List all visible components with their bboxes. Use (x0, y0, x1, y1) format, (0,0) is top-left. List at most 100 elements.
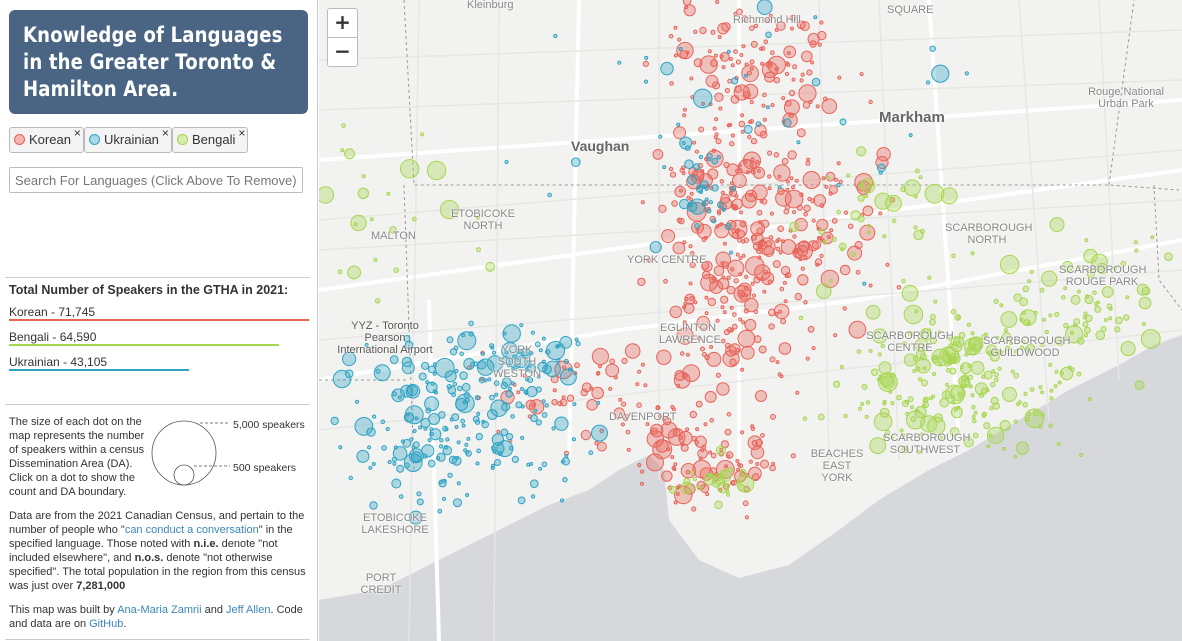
korean-speaker-dot[interactable] (777, 174, 782, 179)
korean-speaker-dot[interactable] (688, 244, 693, 249)
ukrainian-speaker-dot[interactable] (704, 197, 709, 202)
bengali-speaker-dot[interactable] (941, 390, 952, 400)
ukrainian-speaker-dot[interactable] (777, 185, 782, 190)
ukrainian-speaker-dot[interactable] (878, 170, 883, 175)
korean-speaker-dot[interactable] (689, 191, 694, 196)
ukrainian-speaker-dot[interactable] (354, 399, 360, 404)
bengali-speaker-dot[interactable] (1021, 339, 1026, 344)
bengali-speaker-dot[interactable] (1002, 446, 1007, 451)
korean-speaker-dot[interactable] (775, 360, 780, 365)
zoom-in-button[interactable]: + (327, 8, 358, 38)
bengali-speaker-dot[interactable] (927, 275, 932, 280)
korean-speaker-dot[interactable] (729, 305, 734, 310)
korean-speaker-dot[interactable] (847, 245, 863, 261)
korean-speaker-dot[interactable] (749, 66, 754, 71)
korean-speaker-dot[interactable] (652, 439, 673, 460)
bengali-speaker-dot[interactable] (990, 351, 995, 356)
ukrainian-speaker-dot[interactable] (504, 160, 509, 164)
ukrainian-speaker-dot[interactable] (908, 133, 913, 138)
korean-speaker-dot[interactable] (791, 185, 795, 190)
ukrainian-speaker-dot[interactable] (535, 386, 542, 393)
ukrainian-speaker-dot[interactable] (491, 350, 497, 355)
korean-speaker-dot[interactable] (750, 169, 756, 175)
bengali-speaker-dot[interactable] (902, 341, 908, 347)
ukrainian-speaker-dot[interactable] (698, 154, 703, 160)
ukrainian-speaker-dot[interactable] (438, 480, 443, 485)
korean-speaker-dot[interactable] (843, 210, 849, 215)
ukrainian-speaker-dot[interactable] (708, 200, 713, 205)
ukrainian-speaker-dot[interactable] (529, 462, 534, 466)
korean-speaker-dot[interactable] (859, 72, 864, 77)
ukrainian-speaker-dot[interactable] (687, 174, 698, 185)
bengali-speaker-dot[interactable] (896, 394, 902, 401)
korean-speaker-dot[interactable] (715, 251, 732, 268)
korean-speaker-dot[interactable] (765, 18, 771, 23)
korean-speaker-dot[interactable] (645, 422, 650, 427)
bengali-speaker-dot[interactable] (856, 349, 862, 355)
korean-speaker-dot[interactable] (708, 450, 713, 455)
bengali-speaker-dot[interactable] (997, 349, 1003, 355)
korean-speaker-dot[interactable] (774, 28, 779, 32)
ukrainian-speaker-dot[interactable] (391, 478, 402, 489)
bengali-speaker-dot[interactable] (789, 221, 800, 233)
korean-speaker-dot[interactable] (819, 203, 825, 208)
ukrainian-speaker-dot[interactable] (692, 88, 713, 109)
chip-bengali[interactable]: Bengali × (172, 126, 249, 153)
bengali-speaker-dot[interactable] (1076, 265, 1081, 270)
bengali-speaker-dot[interactable] (1063, 322, 1069, 329)
korean-speaker-dot[interactable] (703, 422, 708, 427)
korean-speaker-dot[interactable] (789, 14, 797, 22)
korean-speaker-dot[interactable] (817, 236, 822, 241)
korean-speaker-dot[interactable] (762, 117, 767, 122)
ukrainian-speaker-dot[interactable] (515, 401, 523, 409)
korean-speaker-dot[interactable] (574, 362, 580, 369)
korean-speaker-dot[interactable] (753, 276, 761, 284)
bengali-speaker-dot[interactable] (970, 361, 985, 375)
bengali-speaker-dot[interactable] (999, 303, 1004, 308)
ukrainian-speaker-dot[interactable] (506, 433, 514, 441)
korean-speaker-dot[interactable] (742, 83, 759, 100)
bengali-speaker-dot[interactable] (1015, 441, 1029, 455)
ukrainian-speaker-dot[interactable] (493, 380, 500, 387)
korean-speaker-dot[interactable] (733, 278, 739, 284)
bengali-speaker-dot[interactable] (882, 399, 887, 404)
bengali-speaker-dot[interactable] (1029, 269, 1034, 274)
korean-speaker-dot[interactable] (806, 157, 811, 162)
bengali-speaker-dot[interactable] (850, 251, 856, 258)
ukrainian-speaker-dot[interactable] (463, 358, 476, 370)
bengali-speaker-dot[interactable] (950, 308, 957, 315)
ukrainian-speaker-dot[interactable] (591, 424, 608, 442)
korean-speaker-dot[interactable] (739, 53, 744, 57)
bengali-speaker-dot[interactable] (1026, 411, 1032, 417)
bengali-speaker-dot[interactable] (932, 354, 939, 361)
bengali-speaker-dot[interactable] (972, 418, 977, 424)
korean-speaker-dot[interactable] (729, 358, 737, 366)
ukrainian-speaker-dot[interactable] (505, 389, 514, 398)
korean-speaker-dot[interactable] (729, 141, 735, 147)
korean-speaker-dot[interactable] (738, 317, 743, 322)
korean-speaker-dot[interactable] (673, 126, 687, 140)
ukrainian-speaker-dot[interactable] (491, 433, 505, 446)
korean-speaker-dot[interactable] (685, 427, 690, 432)
korean-speaker-dot[interactable] (736, 8, 743, 16)
korean-speaker-dot[interactable] (765, 61, 773, 68)
korean-speaker-dot[interactable] (753, 335, 762, 344)
korean-speaker-dot[interactable] (802, 171, 821, 189)
bengali-speaker-dot[interactable] (901, 278, 906, 284)
ukrainian-speaker-dot[interactable] (391, 456, 398, 463)
bengali-speaker-dot[interactable] (910, 416, 917, 423)
korean-speaker-dot[interactable] (805, 161, 811, 166)
bengali-speaker-dot[interactable] (1125, 295, 1130, 300)
bengali-speaker-dot[interactable] (907, 396, 914, 403)
bengali-speaker-dot[interactable] (933, 299, 938, 304)
korean-speaker-dot[interactable] (704, 354, 710, 361)
bengali-speaker-dot[interactable] (420, 132, 424, 137)
ukrainian-speaker-dot[interactable] (408, 437, 414, 442)
korean-speaker-dot[interactable] (676, 327, 694, 345)
ukrainian-speaker-dot[interactable] (463, 448, 468, 453)
bengali-speaker-dot[interactable] (995, 336, 1000, 340)
bengali-speaker-dot[interactable] (929, 318, 936, 326)
korean-speaker-dot[interactable] (743, 237, 750, 243)
korean-speaker-dot[interactable] (787, 150, 797, 160)
korean-speaker-dot[interactable] (715, 372, 721, 378)
